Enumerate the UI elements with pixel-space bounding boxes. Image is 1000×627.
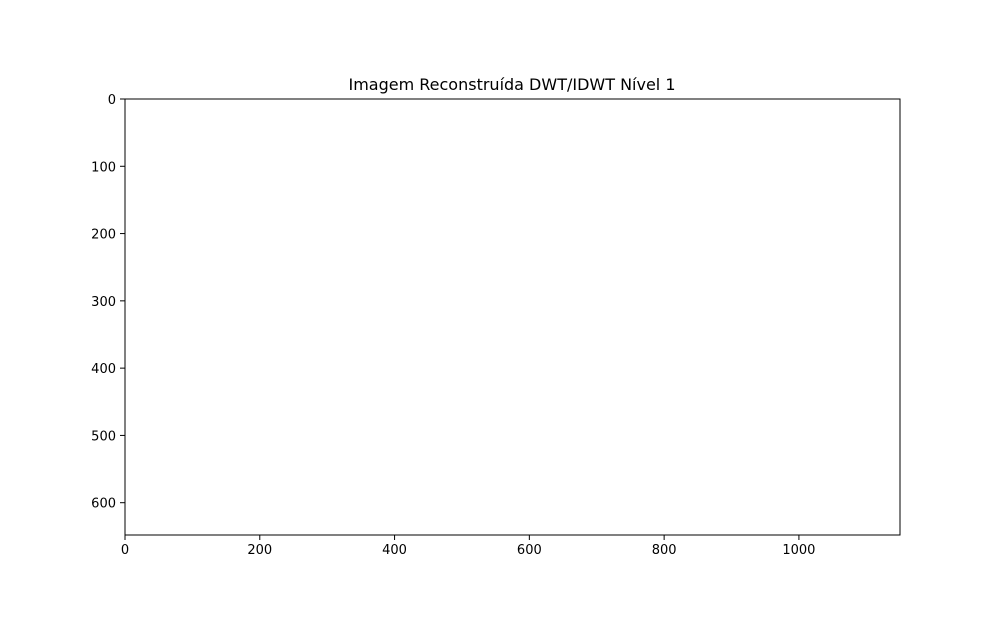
x-tick-label: 0 <box>121 543 129 558</box>
axes-frame <box>124 98 901 536</box>
y-tick-label: 500 <box>91 429 116 444</box>
y-axis: 0 100 200 300 400 500 600 <box>91 93 125 512</box>
y-tick-label: 400 <box>91 362 116 377</box>
x-tick-label: 1000 <box>782 543 815 558</box>
y-tick-label: 100 <box>91 160 116 175</box>
x-tick-label: 800 <box>652 543 677 558</box>
plot-area <box>124 98 901 536</box>
chart-title: Imagem Reconstruída DWT/IDWT Nível 1 <box>348 75 675 94</box>
reconstructed-image <box>125 99 900 535</box>
y-tick-label: 0 <box>108 93 116 108</box>
y-tick-label: 300 <box>91 295 116 310</box>
x-tick-label: 400 <box>382 543 407 558</box>
x-axis: 0 200 400 600 800 1000 <box>121 535 815 558</box>
y-tick-label: 600 <box>91 497 116 512</box>
x-tick-label: 200 <box>247 543 272 558</box>
y-tick-label: 200 <box>91 228 116 243</box>
x-tick-label: 600 <box>517 543 542 558</box>
